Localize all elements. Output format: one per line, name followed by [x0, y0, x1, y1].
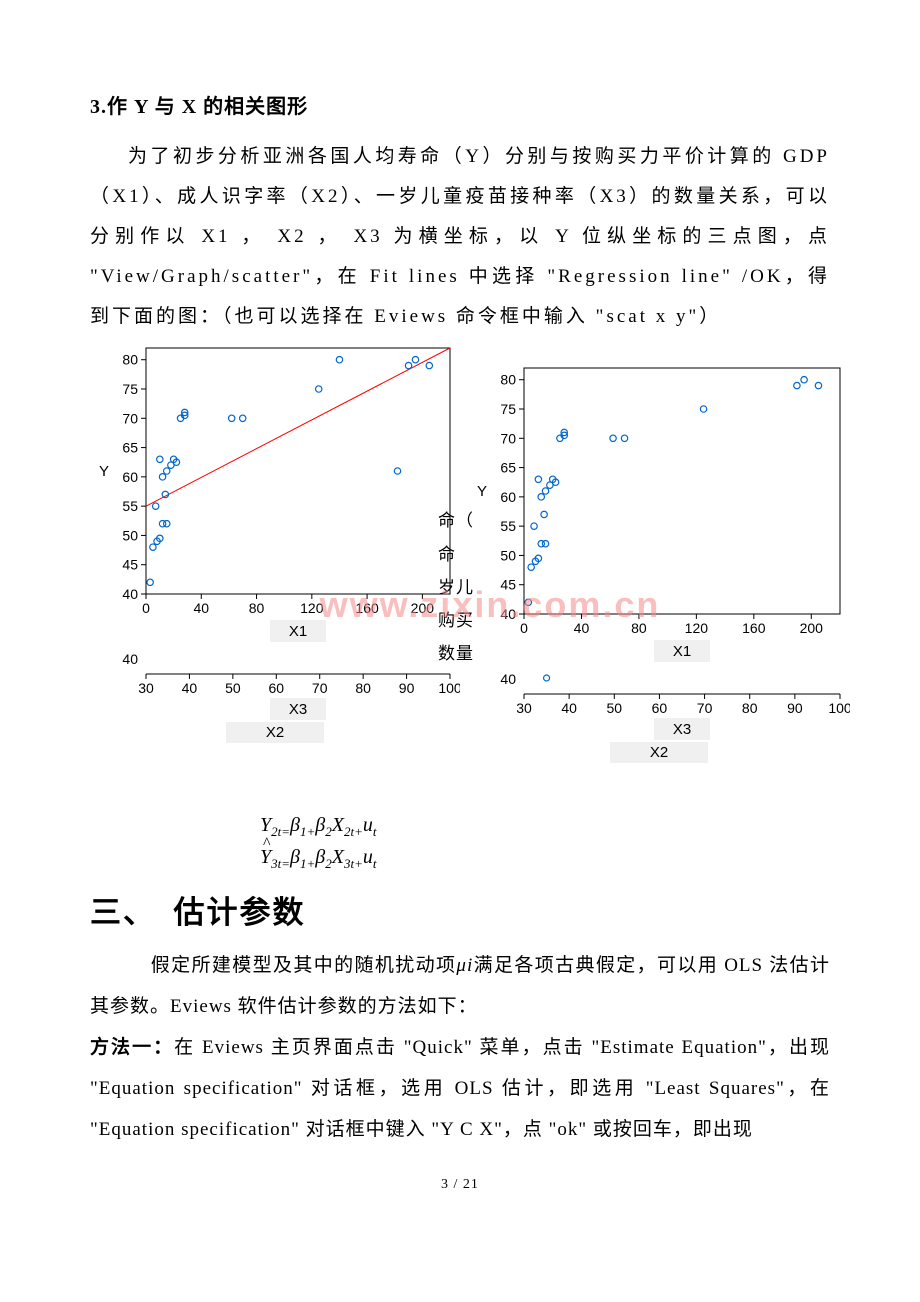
svg-text:70: 70 [697, 700, 713, 716]
svg-text:30: 30 [516, 700, 532, 716]
svg-text:60: 60 [500, 489, 516, 505]
svg-text:50: 50 [606, 700, 622, 716]
mid-label-4: 购买 [438, 604, 474, 637]
svg-text:60: 60 [268, 680, 284, 696]
x2-label-right: X2 [610, 742, 708, 763]
svg-text:60: 60 [122, 469, 138, 485]
svg-text:80: 80 [122, 352, 138, 368]
svg-text:55: 55 [500, 519, 516, 535]
mid-label-2: 命 [438, 538, 474, 571]
body-para-2: 方法一：在 Eviews 主页界面点击 "Quick" 菜单，点击 "Estim… [90, 1028, 830, 1151]
svg-text:75: 75 [122, 381, 138, 397]
svg-text:50: 50 [122, 528, 138, 544]
svg-text:65: 65 [122, 440, 138, 456]
svg-text:55: 55 [122, 499, 138, 515]
equation-2: Y3t=β1+β2X3t+ut [260, 842, 830, 874]
svg-text:Y: Y [477, 483, 487, 500]
svg-text:40: 40 [561, 700, 577, 716]
svg-text:75: 75 [500, 401, 516, 417]
svg-text:40: 40 [500, 606, 516, 622]
svg-text:80: 80 [631, 620, 647, 636]
svg-text:30: 30 [138, 680, 154, 696]
svg-text:40: 40 [122, 651, 138, 667]
svg-text:90: 90 [399, 680, 415, 696]
scatter-y-x1-right: 40455055606570758004080120160200YX1 [468, 360, 850, 670]
svg-text:40: 40 [122, 586, 138, 602]
chart-left-group: 40455055606570758004080120160200YX1 4030… [90, 340, 460, 743]
svg-text:45: 45 [500, 577, 516, 593]
svg-text:200: 200 [411, 600, 435, 616]
svg-text:80: 80 [742, 700, 758, 716]
svg-text:65: 65 [500, 460, 516, 476]
charts-container: 40455055606570758004080120160200YX1 4030… [90, 340, 830, 810]
svg-text:50: 50 [500, 548, 516, 564]
svg-text:200: 200 [800, 620, 824, 636]
mid-label-1: 命（ [438, 504, 474, 537]
svg-text:0: 0 [142, 600, 150, 616]
axis-strip-x3-left: 4030405060708090100X3 [90, 650, 460, 720]
equation-1: Y2t=β1+β2X2t+ut [260, 810, 830, 842]
svg-text:60: 60 [652, 700, 668, 716]
svg-text:160: 160 [742, 620, 766, 636]
svg-text:160: 160 [355, 600, 379, 616]
method-label: 方法一： [90, 1037, 174, 1058]
svg-text:40: 40 [182, 680, 198, 696]
x2-label-left: X2 [226, 722, 324, 743]
svg-text:45: 45 [122, 557, 138, 573]
svg-text:X1: X1 [673, 643, 691, 660]
svg-text:80: 80 [249, 600, 265, 616]
scatter-y-x1-left: 40455055606570758004080120160200YX1 [90, 340, 460, 650]
svg-text:90: 90 [787, 700, 803, 716]
svg-text:Y: Y [99, 463, 109, 480]
svg-text:X3: X3 [289, 701, 307, 718]
mid-label-5: 数量 [438, 637, 474, 670]
svg-text:70: 70 [122, 411, 138, 427]
paragraph-intro: 为了初步分析亚洲各国人均寿命（Y）分别与按购买力平价计算的 GDP（X1）、成人… [90, 137, 830, 336]
svg-text:80: 80 [500, 372, 516, 388]
svg-text:X3: X3 [673, 721, 691, 738]
chart-right-group: 40455055606570758004080120160200YX1 4030… [468, 360, 850, 763]
svg-text:80: 80 [355, 680, 371, 696]
heading-3: 3.作 Y 与 X 的相关图形 [90, 90, 830, 119]
mid-cut-labels: 命（ 命 岁儿 购买 数量 [438, 504, 474, 670]
axis-strip-x3-right: 4030405060708090100X3 [468, 670, 850, 740]
mid-label-3: 岁儿 [438, 571, 474, 604]
mu-symbol: μi [456, 955, 473, 976]
page-number: 3 / 21 [90, 1177, 830, 1193]
svg-text:100: 100 [438, 680, 460, 696]
svg-text:50: 50 [225, 680, 241, 696]
svg-text:40: 40 [574, 620, 590, 636]
svg-text:120: 120 [300, 600, 324, 616]
svg-text:0: 0 [520, 620, 528, 636]
heading-1: 三、 估计参数 [90, 887, 830, 932]
body2-text: 在 Eviews 主页界面点击 "Quick" 菜单，点击 "Estimate … [90, 1037, 830, 1140]
svg-text:120: 120 [685, 620, 709, 636]
svg-text:40: 40 [500, 671, 516, 687]
equation-block: Y2t=β1+β2X2t+ut Y3t=β1+β2X3t+ut [260, 810, 830, 873]
svg-text:40: 40 [193, 600, 209, 616]
svg-text:70: 70 [500, 431, 516, 447]
body1-a: 假定所建模型及其中的随机扰动项 [151, 955, 457, 976]
svg-text:100: 100 [828, 700, 850, 716]
body-para-1: 假定所建模型及其中的随机扰动项μi满足各项古典假定，可以用 OLS 法估计其参数… [90, 946, 830, 1028]
svg-text:70: 70 [312, 680, 328, 696]
svg-text:X1: X1 [289, 623, 307, 640]
